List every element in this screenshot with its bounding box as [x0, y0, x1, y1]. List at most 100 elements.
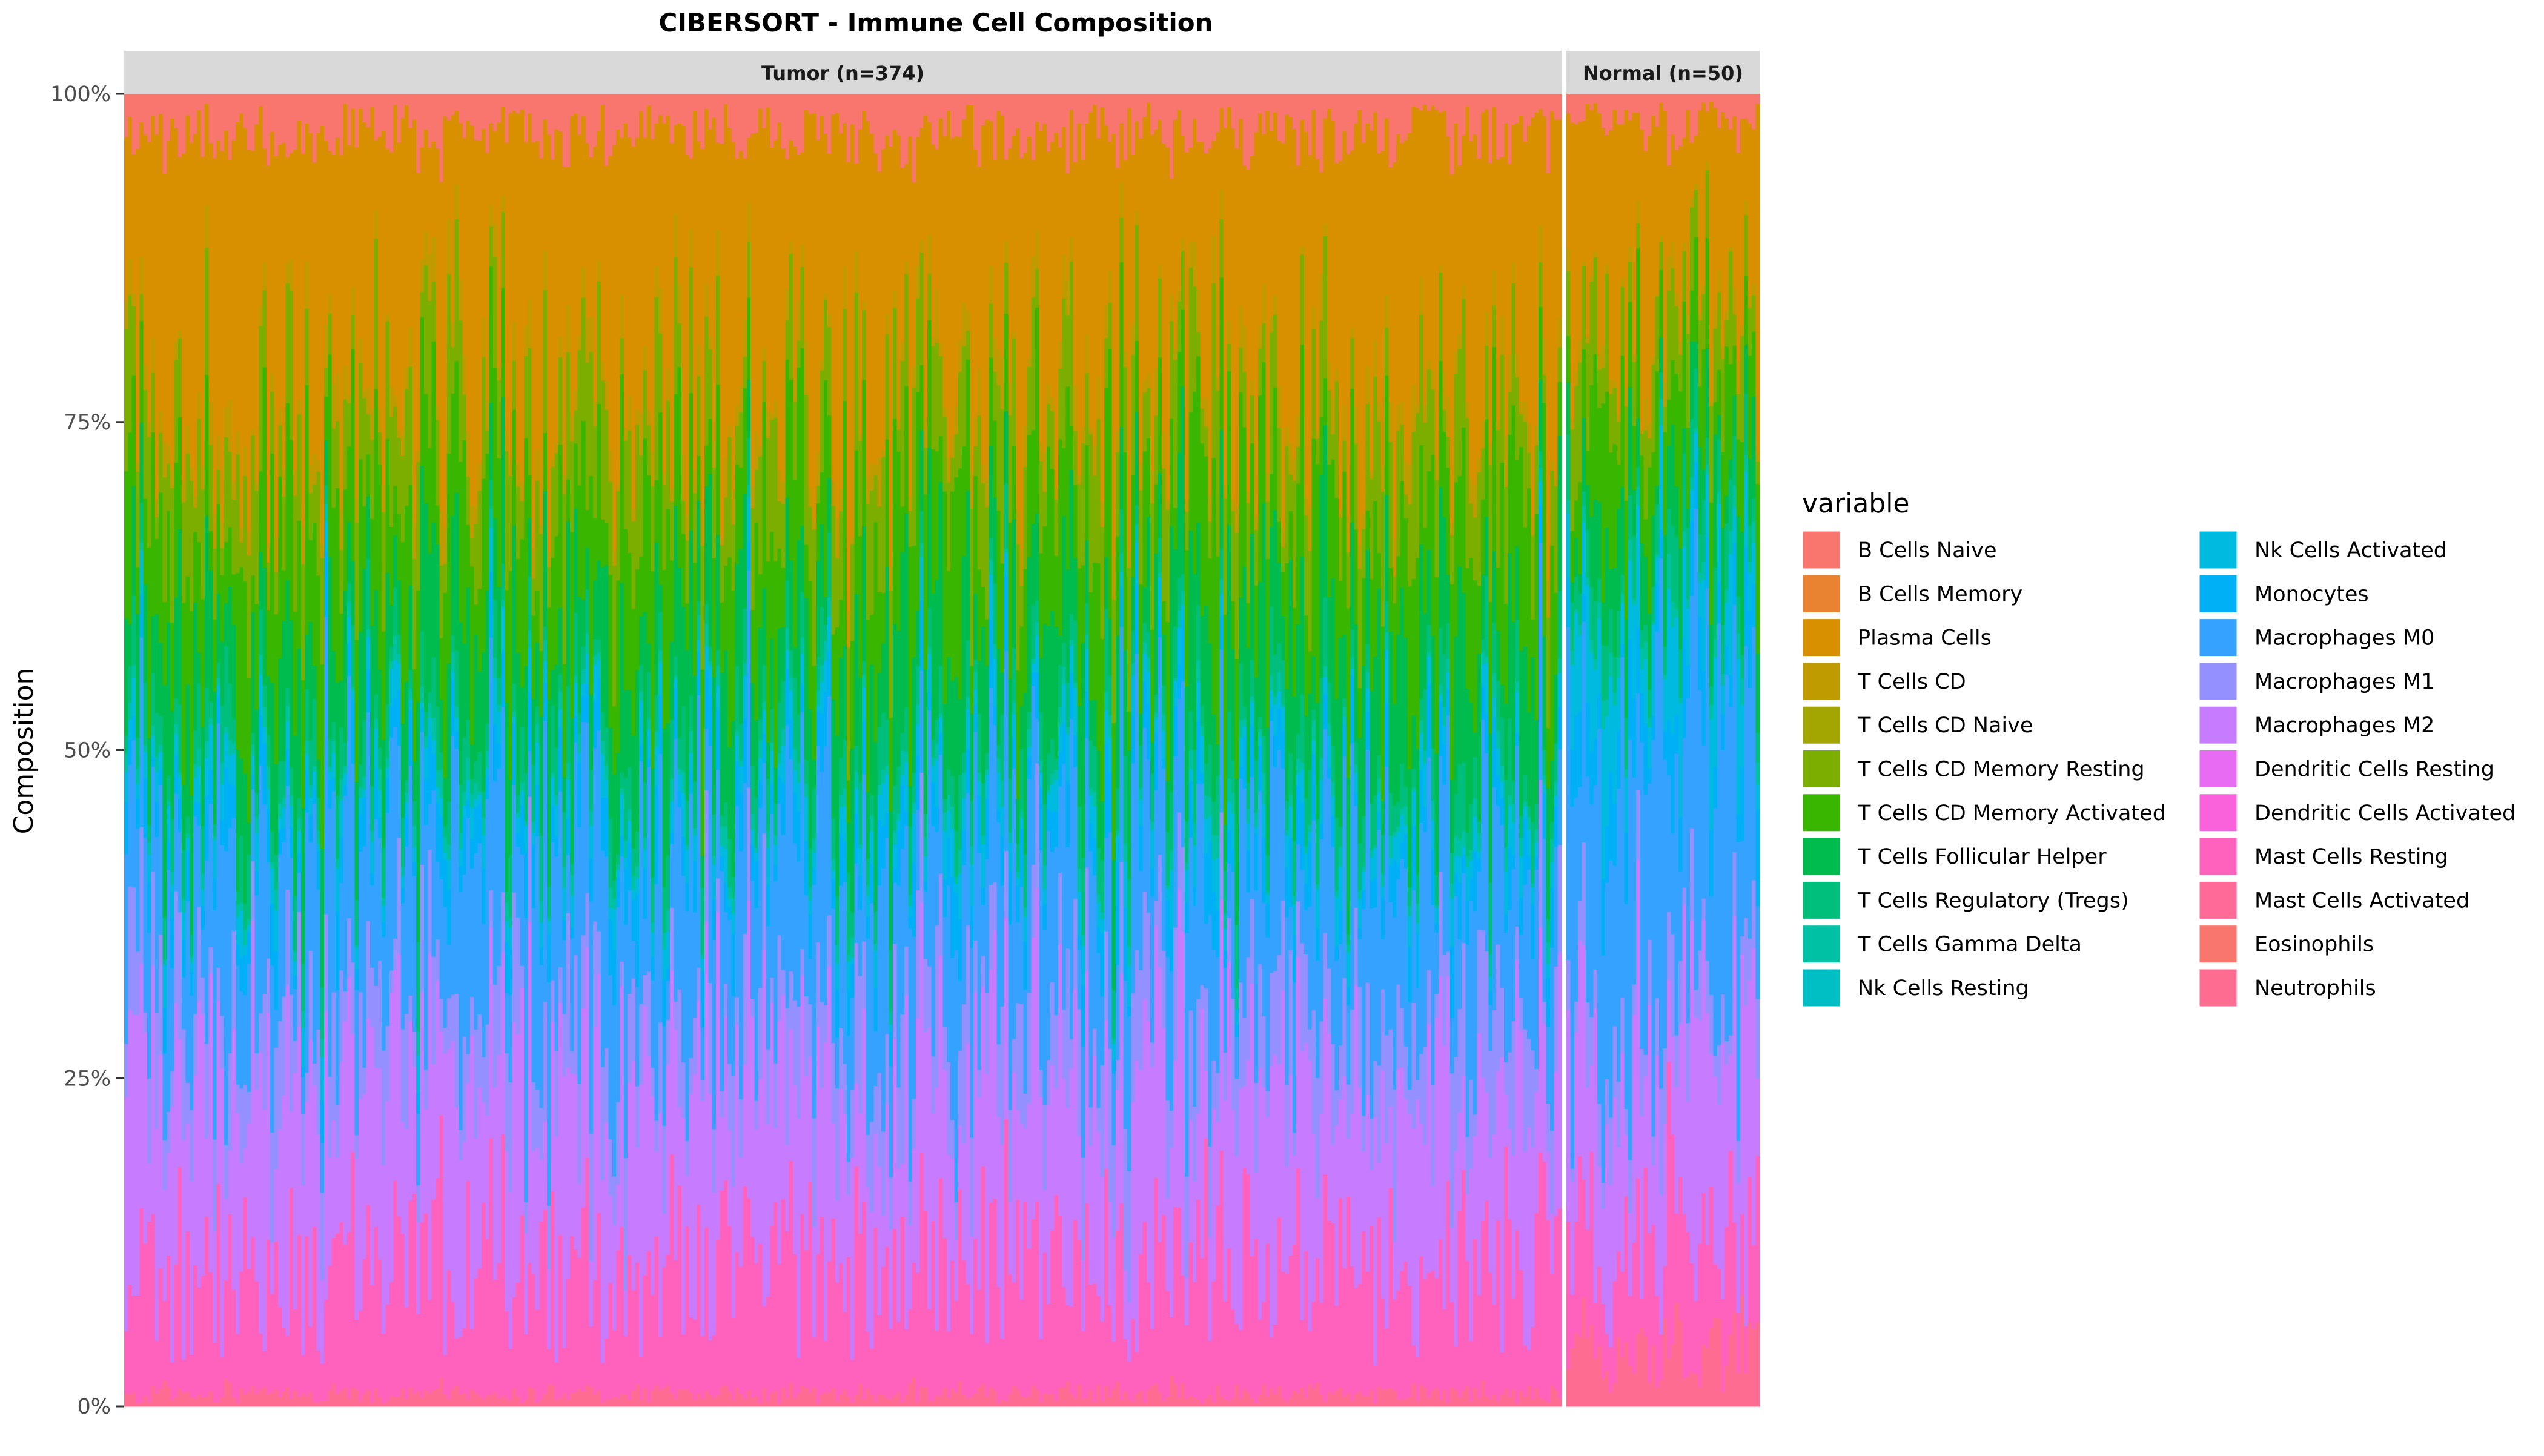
bar-segment	[1215, 775, 1220, 836]
bar-segment	[597, 678, 601, 730]
bar-segment	[477, 794, 482, 804]
bar-segment	[1115, 964, 1120, 1061]
bar-segment	[443, 852, 448, 860]
bar-segment	[377, 1068, 382, 1259]
bar-segment	[546, 134, 551, 553]
bar-segment	[300, 964, 305, 1011]
bar-segment	[662, 94, 667, 124]
bar-segment	[374, 590, 379, 695]
bar-segment	[1004, 548, 1009, 554]
bar-segment	[1273, 970, 1278, 1055]
bar-segment	[881, 1395, 886, 1407]
bar-segment	[1365, 403, 1370, 511]
bar-segment	[1027, 557, 1032, 712]
bar-segment	[566, 521, 571, 687]
bar-segment	[200, 465, 205, 490]
bar-segment	[308, 1391, 313, 1407]
bar-segment	[1177, 627, 1182, 666]
bar-segment	[216, 139, 221, 437]
bar-segment	[827, 695, 832, 915]
bar-segment	[793, 792, 797, 844]
bar-segment	[954, 405, 959, 434]
bar-segment	[646, 672, 651, 719]
bar-segment	[1362, 1116, 1366, 1151]
bar-segment	[1265, 727, 1270, 856]
bar-segment	[785, 158, 790, 289]
bar-segment	[758, 627, 763, 720]
bar-segment	[839, 1088, 844, 1264]
bar-segment	[1146, 387, 1151, 438]
bar-segment	[516, 558, 521, 654]
bar-segment	[339, 727, 344, 780]
bar-segment	[1292, 1155, 1297, 1245]
bar-segment	[366, 712, 371, 921]
bar-segment	[631, 508, 636, 521]
bar-segment	[1377, 755, 1382, 778]
bar-segment	[623, 924, 628, 1159]
bar-segment	[743, 94, 747, 159]
bar-segment	[581, 266, 586, 298]
bar-segment	[989, 574, 993, 621]
bar-segment	[1012, 1071, 1016, 1283]
bar-segment	[1154, 1177, 1159, 1384]
bar-segment	[354, 1319, 359, 1389]
bar-segment	[1158, 472, 1162, 538]
bar-segment	[704, 108, 709, 284]
bar-segment	[451, 393, 455, 516]
bar-segment	[800, 348, 805, 526]
bar-segment	[1215, 132, 1220, 377]
bar-segment	[1069, 94, 1074, 110]
bar-segment	[1165, 1197, 1170, 1291]
bar-segment	[574, 715, 578, 743]
bar-segment	[939, 733, 944, 755]
bar-segment	[812, 113, 817, 520]
bar-segment	[900, 1163, 905, 1217]
bar-segment	[808, 958, 813, 1004]
bar-segment	[197, 1287, 202, 1395]
bar-segment	[1331, 94, 1336, 121]
bar-segment	[704, 921, 709, 1228]
bar-segment	[1280, 94, 1285, 144]
bar-segment	[1181, 386, 1185, 575]
bar-segment	[816, 711, 821, 746]
bar-segment	[781, 94, 786, 149]
bar-segment	[850, 94, 855, 125]
bar-segment	[1300, 1387, 1305, 1407]
bar-segment	[1285, 868, 1290, 918]
bar-segment	[312, 1226, 317, 1402]
bar-segment	[1385, 294, 1390, 328]
bar-segment	[1354, 773, 1359, 793]
bar-segment	[1088, 1284, 1093, 1391]
bar-segment	[1027, 729, 1032, 748]
bar-segment	[462, 1328, 467, 1393]
bar-segment	[820, 665, 824, 682]
bar-segment	[323, 141, 328, 325]
bar-segment	[651, 877, 655, 922]
bar-segment	[497, 704, 502, 712]
bar-segment	[531, 1388, 536, 1407]
bar-segment	[339, 155, 344, 510]
bar-segment	[151, 735, 156, 758]
bar-segment	[785, 1231, 790, 1398]
bar-segment	[1346, 933, 1351, 945]
bar-segment	[539, 650, 544, 717]
bar-segment	[716, 1395, 721, 1407]
bar-segment	[620, 835, 624, 856]
bar-segment	[1334, 960, 1339, 1091]
bar-segment	[170, 469, 175, 488]
bar-segment	[1288, 837, 1293, 907]
bar-segment	[574, 113, 578, 391]
bar-segment	[708, 128, 713, 337]
bar-segment	[612, 550, 617, 566]
bar-segment	[735, 94, 740, 159]
bar-segment	[846, 961, 851, 990]
bar-segment	[1204, 1070, 1208, 1139]
bar-segment	[554, 1051, 559, 1137]
bar-segment	[720, 856, 724, 872]
bar-segment	[177, 776, 182, 800]
bar-segment	[205, 795, 210, 861]
bar-segment	[1012, 1385, 1016, 1407]
bar-segment	[1185, 686, 1190, 822]
bar-segment	[862, 773, 867, 942]
bar-segment	[1046, 789, 1051, 793]
